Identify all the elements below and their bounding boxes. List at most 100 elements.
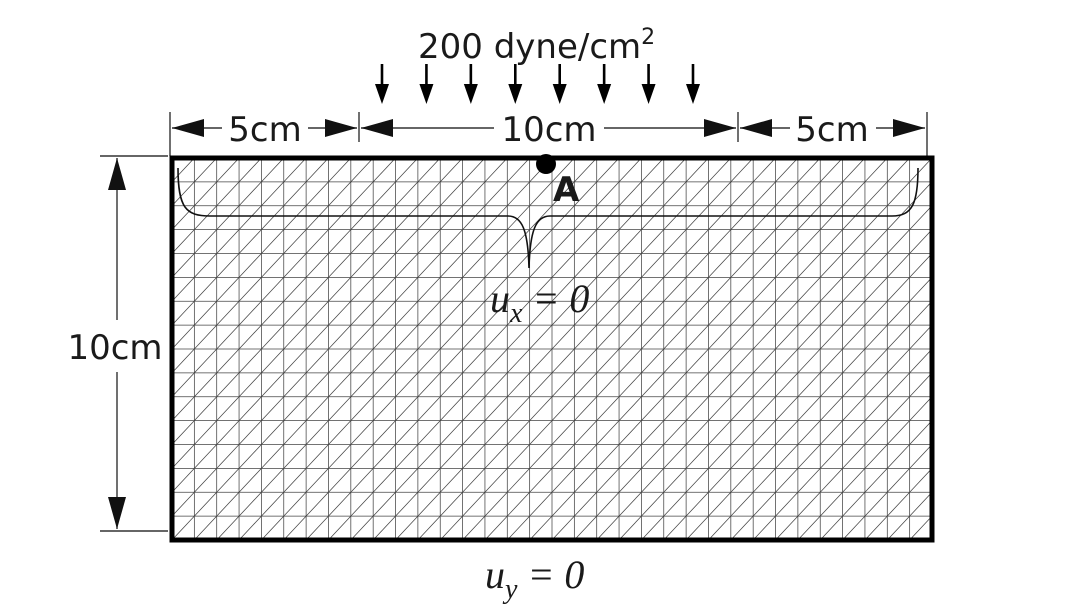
load-label: 200 dyne/cm2 <box>418 25 655 67</box>
mesh-diagonal-line <box>328 491 352 517</box>
mesh-diagonal-line <box>618 444 642 469</box>
mesh-diagonal-line <box>350 515 374 541</box>
mesh-diagonal-line <box>618 181 642 207</box>
mesh-diagonal-line <box>842 229 866 254</box>
mesh-diagonal-line <box>596 229 620 254</box>
mesh-diagonal-line <box>797 444 821 469</box>
mesh-diagonal-line <box>864 181 888 207</box>
mesh-diagonal-line <box>507 491 530 517</box>
mesh-diagonal-line <box>574 181 597 207</box>
mesh-diagonal-line <box>730 420 754 445</box>
mesh-diagonal-line <box>484 348 508 374</box>
mesh-diagonal-line <box>618 348 642 374</box>
mesh-diagonal-line <box>238 372 262 398</box>
mesh-diagonal-line <box>216 157 240 183</box>
bc-bottom-sub: y <box>502 574 518 605</box>
mesh-diagonal-line <box>194 253 217 278</box>
mesh-diagonal-line <box>372 515 396 541</box>
mesh-diagonal-line <box>842 420 866 445</box>
mesh-diagonal-line <box>529 491 553 517</box>
load-arrow-head <box>375 84 389 104</box>
mesh-diagonal-line <box>194 229 217 254</box>
mesh-diagonal-line <box>596 396 620 421</box>
mesh-diagonal-line <box>663 300 687 326</box>
mesh-diagonal-line <box>305 253 329 278</box>
mesh-diagonal-line <box>663 205 687 230</box>
mesh-diagonal-line <box>663 444 687 469</box>
mesh-diagonal-line <box>842 157 866 183</box>
mesh-diagonal-line <box>328 444 352 469</box>
mesh-diagonal-line <box>194 348 217 374</box>
mesh-diagonal-line <box>439 491 463 517</box>
mesh-diagonal-line <box>909 157 933 183</box>
height-dimension: 10cm <box>67 155 168 532</box>
mesh-diagonal-line <box>551 277 575 302</box>
load-arrows <box>375 64 700 104</box>
mesh-diagonal-line <box>797 324 821 350</box>
mesh-diagonal-line <box>350 396 374 421</box>
mesh-diagonal-line <box>775 324 799 350</box>
mesh-diagonal-line <box>708 181 732 207</box>
mesh-diagonal-line <box>372 444 396 469</box>
mesh-diagonal-line <box>283 348 307 374</box>
mesh-diagonal-line <box>618 515 642 541</box>
mesh-diagonal-line <box>417 181 441 207</box>
mesh-diagonal-line <box>216 444 240 469</box>
mesh-diagonal-line <box>350 229 374 254</box>
mesh-diagonal-line <box>439 396 463 421</box>
mesh-diagonal-line <box>730 229 754 254</box>
mesh-diagonal-line <box>439 468 463 493</box>
mesh-diagonal-line <box>194 491 217 517</box>
triangular-mesh <box>171 157 933 541</box>
mesh-diagonal-line <box>685 515 709 541</box>
mesh-diagonal-line <box>171 205 195 230</box>
mesh-diagonal-line <box>663 348 687 374</box>
mesh-diagonal-line <box>819 372 843 398</box>
mesh-diagonal-line <box>328 324 352 350</box>
mesh-diagonal-line <box>328 181 352 207</box>
mesh-diagonal-line <box>372 491 396 517</box>
mesh-diagonal-line <box>596 277 620 302</box>
mesh-diagonal-line <box>797 205 821 230</box>
mesh-diagonal-line <box>283 420 307 445</box>
mesh-diagonal-line <box>171 181 195 207</box>
load-arrow-head <box>463 84 478 104</box>
mesh-diagonal-line <box>685 468 709 493</box>
mesh-diagonal-line <box>507 300 530 326</box>
mesh-diagonal-line <box>238 324 262 350</box>
mesh-diagonal-line <box>574 515 597 541</box>
mesh-diagonal-line <box>641 229 665 254</box>
mesh-diagonal-line <box>261 277 285 302</box>
mesh-diagonal-line <box>551 253 575 278</box>
mesh-diagonal-line <box>909 229 933 254</box>
mesh-diagonal-line <box>417 491 441 517</box>
mesh-diagonal-line <box>395 396 419 421</box>
mesh-diagonal-line <box>618 157 642 183</box>
mesh-diagonal-line <box>305 229 329 254</box>
mesh-diagonal-line <box>842 396 866 421</box>
mesh-diagonal-line <box>819 444 843 469</box>
mesh-diagonal-line <box>395 205 419 230</box>
mesh-diagonal-line <box>529 181 553 207</box>
mesh-diagonal-line <box>708 157 732 183</box>
mesh-diagonal-line <box>618 491 642 517</box>
mesh-diagonal-line <box>328 515 352 541</box>
mesh-diagonal-line <box>551 515 575 541</box>
mesh-diagonal-line <box>462 300 486 326</box>
mesh-diagonal-line <box>216 491 240 517</box>
mesh-diagonal-line <box>663 515 687 541</box>
load-label-text: 200 dyne/cm <box>418 27 641 67</box>
mesh-diagonal-line <box>462 348 486 374</box>
mesh-diagonal-line <box>618 396 642 421</box>
dim-label-right: 5cm <box>795 110 868 150</box>
mesh-diagonal-line <box>507 277 530 302</box>
mesh-diagonal-line <box>574 277 597 302</box>
mesh-diagonal-line <box>641 277 665 302</box>
mesh-diagonal-line <box>752 491 776 517</box>
mesh-diagonal-line <box>730 468 754 493</box>
mesh-diagonal-line <box>551 444 575 469</box>
mesh-diagonal-line <box>909 396 933 421</box>
mesh-diagonal-line <box>909 348 933 374</box>
mesh-diagonal-line <box>797 420 821 445</box>
mesh-diagonal-line <box>507 324 530 350</box>
